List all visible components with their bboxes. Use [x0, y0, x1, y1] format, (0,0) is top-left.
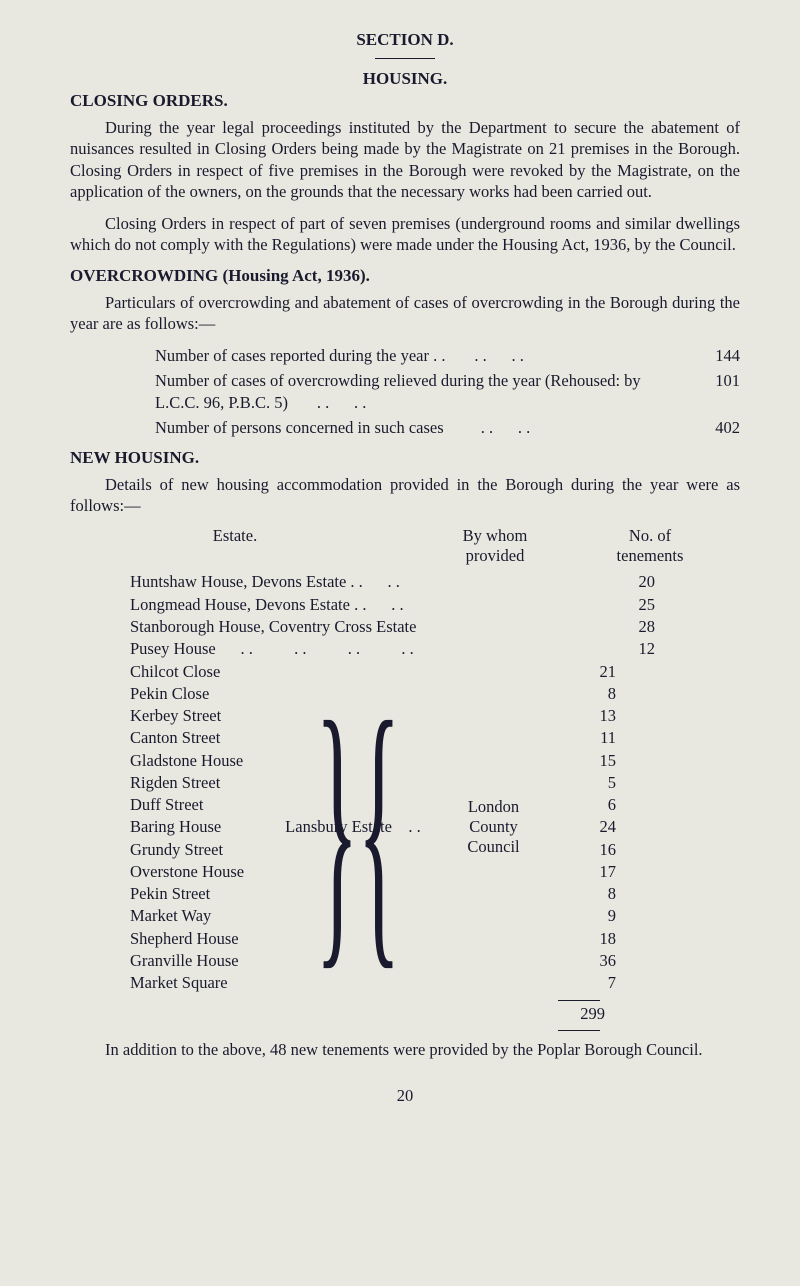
tenement-count: 12: [565, 638, 655, 660]
estate-name: Huntshaw House, Devons Estate . . . .: [130, 571, 460, 593]
tenement-count: 7: [546, 972, 616, 994]
estate-name: Canton Street: [130, 727, 265, 749]
tenement-count: 24: [546, 816, 616, 838]
tenement-count: 8: [546, 883, 616, 905]
bracket-tenement-counts: 21 8 13 11 15 5 6 24 16 17 8 9 18 36 7: [546, 661, 616, 995]
tenement-count: 36: [546, 950, 616, 972]
estate-name: Granville House: [130, 950, 265, 972]
estate-header-col2: By whom provided: [400, 526, 590, 566]
stat-value: 144: [685, 345, 740, 367]
total-rule-top: [558, 1000, 600, 1001]
tenement-count: 18: [546, 928, 616, 950]
estate-name: Overstone House: [130, 861, 265, 883]
stat-row: Number of persons concerned in such case…: [155, 417, 740, 439]
estate-header-col1: Estate.: [70, 526, 400, 566]
estate-name: Market Square: [130, 972, 265, 994]
tenement-count: 8: [546, 683, 616, 705]
housing-heading: HOUSING.: [70, 69, 740, 89]
header-noof-line1: No. of: [629, 526, 671, 545]
estate-name: Pusey House . . . . . . . .: [130, 638, 460, 660]
tenement-count: 15: [546, 750, 616, 772]
section-divider: [375, 58, 435, 59]
stat-label: Number of persons concerned in such case…: [155, 417, 685, 439]
table-row: Longmead House, Devons Estate . . . . 25: [70, 594, 740, 616]
tenement-count: 20: [565, 571, 655, 593]
lansbury-label-cell: } Lansbury Estate . . {: [265, 661, 441, 995]
header-bywhom-line1: By whom: [463, 526, 528, 545]
curly-brace-right-icon: {: [357, 737, 400, 917]
bywhom-line: County: [469, 817, 518, 837]
bracket-estate-names: Chilcot Close Pekin Close Kerbey Street …: [130, 661, 265, 995]
stat-row: Number of cases reported during the year…: [155, 345, 740, 367]
stat-label: Number of cases reported during the year…: [155, 345, 685, 367]
tenement-count: 28: [565, 616, 655, 638]
closing-orders-paragraph-1: During the year legal proceedings instit…: [70, 117, 740, 203]
estate-name: Gladstone House: [130, 750, 265, 772]
estate-name: Longmead House, Devons Estate . . . .: [130, 594, 460, 616]
estate-name: Stanborough House, Coventry Cross Estate: [130, 616, 460, 638]
section-title: SECTION D.: [70, 30, 740, 50]
estate-name: Grundy Street: [130, 839, 265, 861]
estate-table-header: Estate. By whom provided No. of tenement…: [70, 526, 740, 566]
table-row: Pusey House . . . . . . . . 12: [70, 638, 740, 660]
estate-name: Duff Street: [130, 794, 265, 816]
estate-name: Market Way: [130, 905, 265, 927]
table-row: Huntshaw House, Devons Estate . . . . 20: [70, 571, 740, 593]
total-tenements: 299: [70, 1004, 605, 1024]
bywhom-line: Council: [467, 837, 519, 857]
tenement-count: 25: [565, 594, 655, 616]
new-housing-heading: NEW HOUSING.: [70, 448, 740, 468]
footer-paragraph: In addition to the above, 48 new tenemen…: [70, 1039, 740, 1060]
estate-name: Rigden Street: [130, 772, 265, 794]
header-bywhom-line2: provided: [466, 546, 525, 565]
curly-brace-left-icon: }: [315, 737, 358, 917]
closing-orders-heading: CLOSING ORDERS.: [70, 91, 740, 111]
estate-header-col3: No. of tenements: [590, 526, 710, 566]
lansbury-bracket-section: Chilcot Close Pekin Close Kerbey Street …: [70, 661, 740, 995]
overcrowding-heading: OVERCROWDING (Housing Act, 1936).: [70, 266, 740, 286]
estate-name: Pekin Street: [130, 883, 265, 905]
tenement-count: 5: [546, 772, 616, 794]
header-noof-line2: tenements: [617, 546, 684, 565]
tenement-count: 16: [546, 839, 616, 861]
stat-row: Number of cases of overcrowding relieved…: [155, 370, 740, 415]
new-housing-intro: Details of new housing accommodation pro…: [70, 474, 740, 517]
stat-value: 101: [685, 370, 740, 415]
tenement-count: 9: [546, 905, 616, 927]
estate-name: Chilcot Close: [130, 661, 265, 683]
stat-value: 402: [685, 417, 740, 439]
stat-label: Number of cases of overcrowding relieved…: [155, 370, 685, 415]
tenement-count: 13: [546, 705, 616, 727]
table-row: Stanborough House, Coventry Cross Estate…: [70, 616, 740, 638]
closing-orders-paragraph-2: Closing Orders in respect of part of sev…: [70, 213, 740, 256]
tenement-count: 6: [546, 794, 616, 816]
bywhom-cell: London County Council: [441, 661, 546, 995]
tenement-count: 17: [546, 861, 616, 883]
estate-name: Shepherd House: [130, 928, 265, 950]
estate-name: Baring House: [130, 816, 265, 838]
overcrowding-intro: Particulars of overcrowding and abatemen…: [70, 292, 740, 335]
tenement-count: 21: [546, 661, 616, 683]
page-number: 20: [70, 1086, 740, 1106]
bywhom-line: London: [468, 797, 519, 817]
tenement-count: 11: [546, 727, 616, 749]
total-rule-bottom: [558, 1030, 600, 1031]
estate-name: Kerbey Street: [130, 705, 265, 727]
estate-name: Pekin Close: [130, 683, 265, 705]
